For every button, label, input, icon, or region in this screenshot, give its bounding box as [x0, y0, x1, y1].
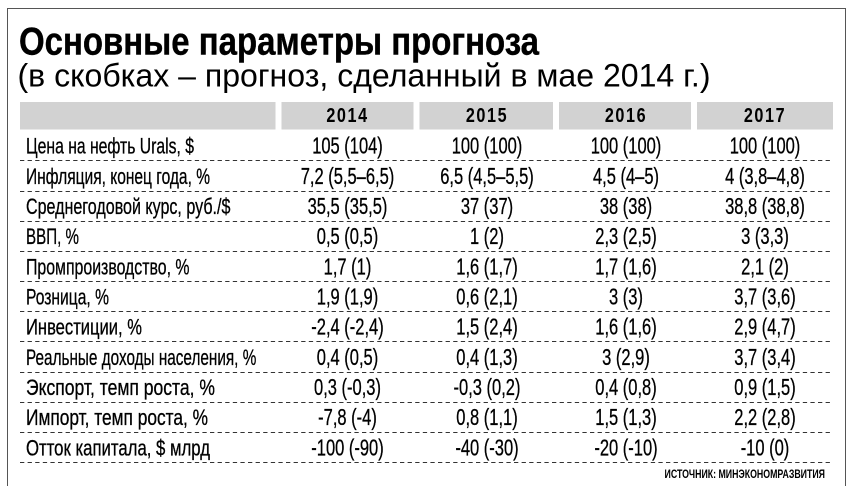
svg-text:1,5 (1,3): 1,5 (1,3) — [595, 404, 656, 430]
svg-text:-40 (-30): -40 (-30) — [455, 434, 518, 460]
svg-text:2,3 (2,5): 2,3 (2,5) — [595, 223, 656, 249]
svg-text:1,7 (1): 1,7 (1) — [324, 253, 372, 279]
svg-text:1,6 (1,7): 1,6 (1,7) — [456, 253, 517, 279]
svg-text:3 (2,9): 3 (2,9) — [602, 344, 650, 370]
svg-text:Инвестиции, %: Инвестиции, % — [26, 315, 142, 340]
svg-text:2,1 (2): 2,1 (2) — [741, 253, 789, 279]
svg-text:100 (100): 100 (100) — [591, 133, 662, 159]
svg-text:38,8 (38,8): 38,8 (38,8) — [725, 193, 805, 219]
svg-text:Среднегодовой курс, руб./$: Среднегодовой курс, руб./$ — [26, 194, 231, 219]
svg-text:ИСТОЧНИК: МИНЭКОНОМРАЗВИТИЯ: ИСТОЧНИК: МИНЭКОНОМРАЗВИТИЯ — [665, 467, 826, 481]
svg-text:35,5 (35,5): 35,5 (35,5) — [308, 193, 388, 219]
svg-text:3,7 (3,6): 3,7 (3,6) — [734, 284, 795, 310]
svg-text:4 (3,8–4,8): 4 (3,8–4,8) — [725, 163, 805, 189]
svg-text:-2,4 (-2,4): -2,4 (-2,4) — [311, 314, 383, 340]
svg-text:Розница, %: Розница, % — [26, 285, 109, 310]
svg-text:Цена на нефть Urals, $: Цена на нефть Urals, $ — [26, 134, 194, 159]
svg-text:100 (100): 100 (100) — [452, 133, 523, 159]
svg-text:0,4 (1,3): 0,4 (1,3) — [456, 344, 517, 370]
svg-text:2016: 2016 — [605, 104, 647, 127]
svg-text:3 (3): 3 (3) — [609, 284, 643, 310]
svg-text:0,4 (0,8): 0,4 (0,8) — [595, 374, 656, 400]
svg-text:2,2 (2,8): 2,2 (2,8) — [734, 404, 795, 430]
svg-text:4,5 (4–5): 4,5 (4–5) — [593, 163, 659, 189]
svg-text:Инфляция, конец года, %: Инфляция, конец года, % — [26, 164, 210, 189]
svg-text:0,6 (2,1): 0,6 (2,1) — [456, 284, 517, 310]
svg-text:ВВП, %: ВВП, % — [26, 224, 79, 249]
svg-text:0,3 (-0,3): 0,3 (-0,3) — [314, 374, 381, 400]
svg-text:2014: 2014 — [326, 104, 368, 127]
svg-text:Реальные доходы населения, %: Реальные доходы населения, % — [26, 345, 256, 370]
svg-text:1,5 (2,4): 1,5 (2,4) — [456, 314, 517, 340]
svg-text:Импорт, темп роста, %: Импорт, темп роста, % — [26, 405, 208, 430]
svg-text:1,6 (1,6): 1,6 (1,6) — [595, 314, 656, 340]
svg-text:-20 (-10): -20 (-10) — [594, 434, 657, 460]
svg-text:0,9 (1,5): 0,9 (1,5) — [734, 374, 795, 400]
svg-text:0,4 (0,5): 0,4 (0,5) — [317, 344, 378, 370]
svg-text:38 (38): 38 (38) — [600, 193, 652, 219]
svg-text:Экспорт, темп роста, %: Экспорт, темп роста, % — [26, 375, 215, 400]
svg-text:6,5 (4,5–5,5): 6,5 (4,5–5,5) — [440, 163, 534, 189]
svg-text:105 (104): 105 (104) — [312, 133, 383, 159]
svg-text:7,2 (5,5–6,5): 7,2 (5,5–6,5) — [301, 163, 395, 189]
svg-text:-100 (-90): -100 (-90) — [311, 434, 383, 460]
svg-text:0,5 (0,5): 0,5 (0,5) — [317, 223, 378, 249]
svg-text:-10 (0): -10 (0) — [741, 434, 790, 460]
svg-text:37 (37): 37 (37) — [461, 193, 513, 219]
svg-text:(в скобках – прогноз, сделанны: (в скобках – прогноз, сделанный в мае 20… — [18, 58, 711, 94]
svg-text:Отток капитала, $ млрд: Отток капитала, $ млрд — [26, 435, 210, 460]
svg-text:1 (2): 1 (2) — [470, 223, 504, 249]
svg-text:100 (100): 100 (100) — [730, 133, 801, 159]
svg-text:2015: 2015 — [466, 104, 508, 127]
svg-text:-7,8 (-4): -7,8 (-4) — [318, 404, 377, 430]
svg-text:Промпроизводство, %: Промпроизводство, % — [26, 254, 190, 279]
svg-text:0,8 (1,1): 0,8 (1,1) — [456, 404, 517, 430]
svg-text:3 (3,3): 3 (3,3) — [741, 223, 789, 249]
svg-text:1,9 (1,9): 1,9 (1,9) — [317, 284, 378, 310]
svg-text:1,7 (1,6): 1,7 (1,6) — [595, 253, 656, 279]
svg-text:2,9 (4,7): 2,9 (4,7) — [734, 314, 795, 340]
svg-text:2017: 2017 — [744, 104, 786, 127]
svg-text:Основные параметры прогноза: Основные параметры прогноза — [19, 21, 539, 64]
svg-text:-0,3 (0,2): -0,3 (0,2) — [454, 374, 521, 400]
svg-text:3,7 (3,4): 3,7 (3,4) — [734, 344, 795, 370]
